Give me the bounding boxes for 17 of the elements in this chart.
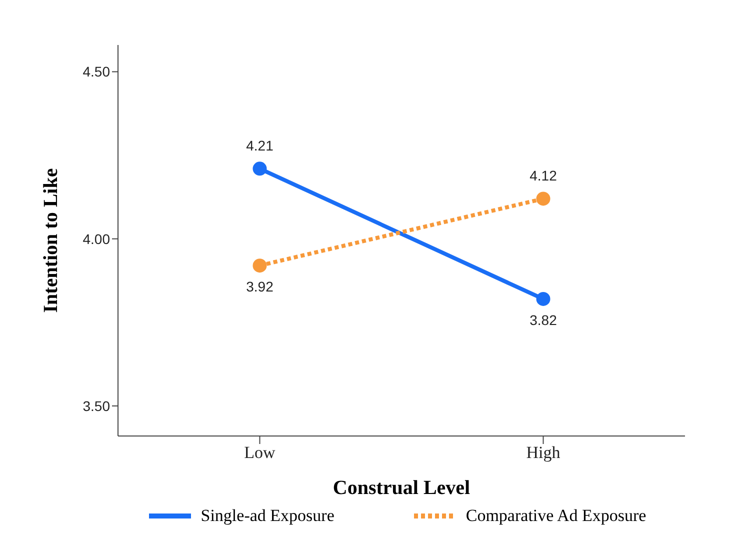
point: [536, 192, 550, 206]
point: [252, 162, 267, 176]
x-tick-label: High: [526, 443, 561, 462]
data-label: 4.21: [246, 138, 274, 154]
x-axis-title: Construal Level: [332, 477, 471, 499]
legend-label: Comparative Ad Exposure: [466, 506, 646, 526]
data-label: 3.92: [246, 278, 274, 295]
y-axis-title: Intention to Like: [40, 168, 62, 313]
x-tick-label: Low: [244, 443, 276, 462]
data-label: 4.12: [530, 168, 558, 184]
point: [536, 292, 550, 306]
data-label: 3.82: [530, 312, 558, 328]
y-tick-label: 3.50: [82, 398, 110, 414]
point: [252, 258, 267, 273]
y-tick-label: 4.50: [82, 64, 110, 80]
y-tick-label: 4.00: [82, 230, 110, 247]
legend-label: Single-ad Exposure: [200, 506, 334, 526]
